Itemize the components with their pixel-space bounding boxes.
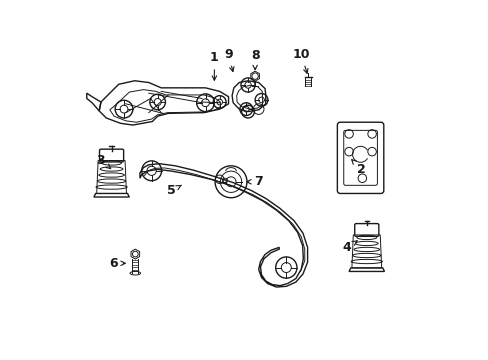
Text: 8: 8 xyxy=(250,49,259,69)
Text: 2: 2 xyxy=(351,159,365,176)
Text: 5: 5 xyxy=(167,184,181,197)
Text: 6: 6 xyxy=(109,257,125,270)
Text: 3: 3 xyxy=(97,154,110,168)
Text: 1: 1 xyxy=(209,51,218,80)
Text: 9: 9 xyxy=(224,48,233,72)
Ellipse shape xyxy=(130,271,141,275)
Text: 4: 4 xyxy=(342,241,356,254)
Text: 10: 10 xyxy=(292,48,309,73)
Polygon shape xyxy=(131,249,140,259)
Text: 7: 7 xyxy=(246,175,263,188)
